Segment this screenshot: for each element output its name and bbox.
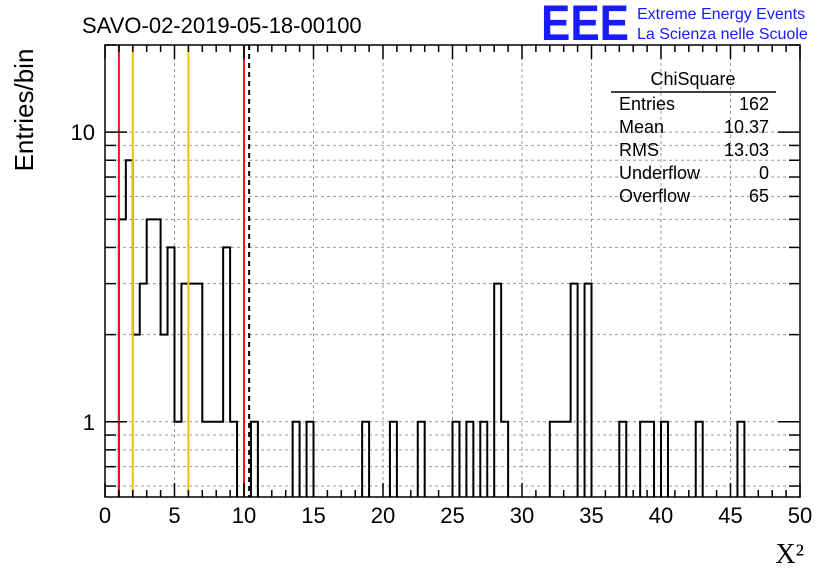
histogram-bin bbox=[251, 422, 258, 497]
histogram-bin bbox=[390, 422, 397, 497]
histogram-bin bbox=[195, 284, 202, 497]
histogram-bin bbox=[494, 284, 501, 497]
histogram-bin bbox=[466, 422, 473, 497]
grid bbox=[105, 44, 800, 497]
histogram-bin bbox=[188, 284, 195, 497]
histogram-bin bbox=[216, 422, 223, 497]
histogram-bin bbox=[202, 422, 209, 497]
stats-label: Mean bbox=[619, 117, 664, 137]
histogram-bin bbox=[140, 284, 147, 497]
y-axis-title: Entries/bin bbox=[9, 49, 39, 172]
histogram-bin bbox=[230, 422, 237, 497]
stats-label: Entries bbox=[619, 94, 675, 114]
histogram-bin bbox=[501, 422, 508, 497]
histogram-bin bbox=[223, 247, 230, 497]
histogram-bin bbox=[571, 284, 578, 497]
y-tick-label: 10 bbox=[71, 120, 95, 145]
histogram-bin bbox=[550, 422, 557, 497]
histogram-bin bbox=[126, 160, 133, 497]
x-tick-label: 20 bbox=[371, 503, 395, 528]
x-tick-label: 40 bbox=[649, 503, 673, 528]
stats-title: ChiSquare bbox=[650, 69, 735, 89]
histogram-bin bbox=[480, 422, 487, 497]
y-tick-label: 1 bbox=[83, 410, 95, 435]
histogram-bin bbox=[181, 284, 188, 497]
histogram-series bbox=[117, 159, 746, 497]
histogram-bin bbox=[168, 247, 175, 497]
histogram-bin bbox=[154, 219, 161, 497]
histogram-bin bbox=[175, 422, 182, 497]
histogram-bin bbox=[119, 219, 126, 497]
x-tick-label: 45 bbox=[718, 503, 742, 528]
histogram-bin bbox=[557, 422, 564, 497]
org-line-1: Extreme Energy Events bbox=[637, 6, 805, 23]
histogram-bin bbox=[564, 422, 571, 497]
x-tick-label: 30 bbox=[510, 503, 534, 528]
stats-value: 13.03 bbox=[724, 140, 769, 160]
stats-value: 0 bbox=[759, 163, 769, 183]
x-tick-label: 5 bbox=[168, 503, 180, 528]
stats-value: 10.37 bbox=[724, 117, 769, 137]
stats-row-entries: Entries 162 bbox=[619, 94, 769, 114]
org-line-2: La Scienza nelle Scuole bbox=[637, 26, 808, 43]
histogram-bin bbox=[647, 422, 654, 497]
stats-row-overflow: Overflow 65 bbox=[619, 186, 769, 206]
histogram-bin bbox=[209, 422, 216, 497]
histogram-bin bbox=[737, 422, 744, 497]
histogram-bin bbox=[453, 422, 460, 497]
histogram-bin bbox=[147, 219, 154, 497]
x-tick-label: 10 bbox=[232, 503, 256, 528]
x-tick-label: 50 bbox=[788, 503, 812, 528]
histogram-outline bbox=[117, 159, 746, 497]
x-tick-label: 0 bbox=[99, 503, 111, 528]
histogram-bin bbox=[619, 422, 626, 497]
histogram-bin bbox=[661, 422, 668, 497]
x-axis-title: X² bbox=[775, 539, 804, 570]
histogram-bin bbox=[307, 422, 314, 497]
stats-label: Overflow bbox=[619, 186, 691, 206]
x-tick-label: 15 bbox=[301, 503, 325, 528]
histogram-bin bbox=[640, 422, 647, 497]
histogram-bin bbox=[362, 422, 369, 497]
histogram-bin bbox=[161, 335, 168, 497]
stats-label: RMS bbox=[619, 140, 659, 160]
eee-logo: EEE bbox=[541, 0, 629, 51]
stats-row-rms: RMS 13.03 bbox=[619, 140, 769, 160]
histogram-bin bbox=[418, 422, 425, 497]
histogram-bin bbox=[585, 284, 592, 497]
histogram-bin bbox=[293, 422, 300, 497]
stats-row-mean: Mean 10.37 bbox=[619, 117, 769, 137]
stats-row-underflow: Underflow 0 bbox=[619, 163, 769, 183]
histogram-bin bbox=[133, 335, 140, 497]
stats-value: 162 bbox=[739, 94, 769, 114]
stats-label: Underflow bbox=[619, 163, 701, 183]
histogram-bin bbox=[696, 422, 703, 497]
stats-box: ChiSquare Entries 162 Mean 10.37 RMS 13.… bbox=[611, 69, 776, 206]
axes: 0 5 10 15 20 25 30 35 40 45 50 1 10 bbox=[71, 44, 812, 528]
stats-value: 65 bbox=[749, 186, 769, 206]
x-tick-label: 35 bbox=[579, 503, 603, 528]
x-tick-label: 25 bbox=[440, 503, 464, 528]
run-title: SAVO-02-2019-05-18-00100 bbox=[82, 13, 362, 38]
